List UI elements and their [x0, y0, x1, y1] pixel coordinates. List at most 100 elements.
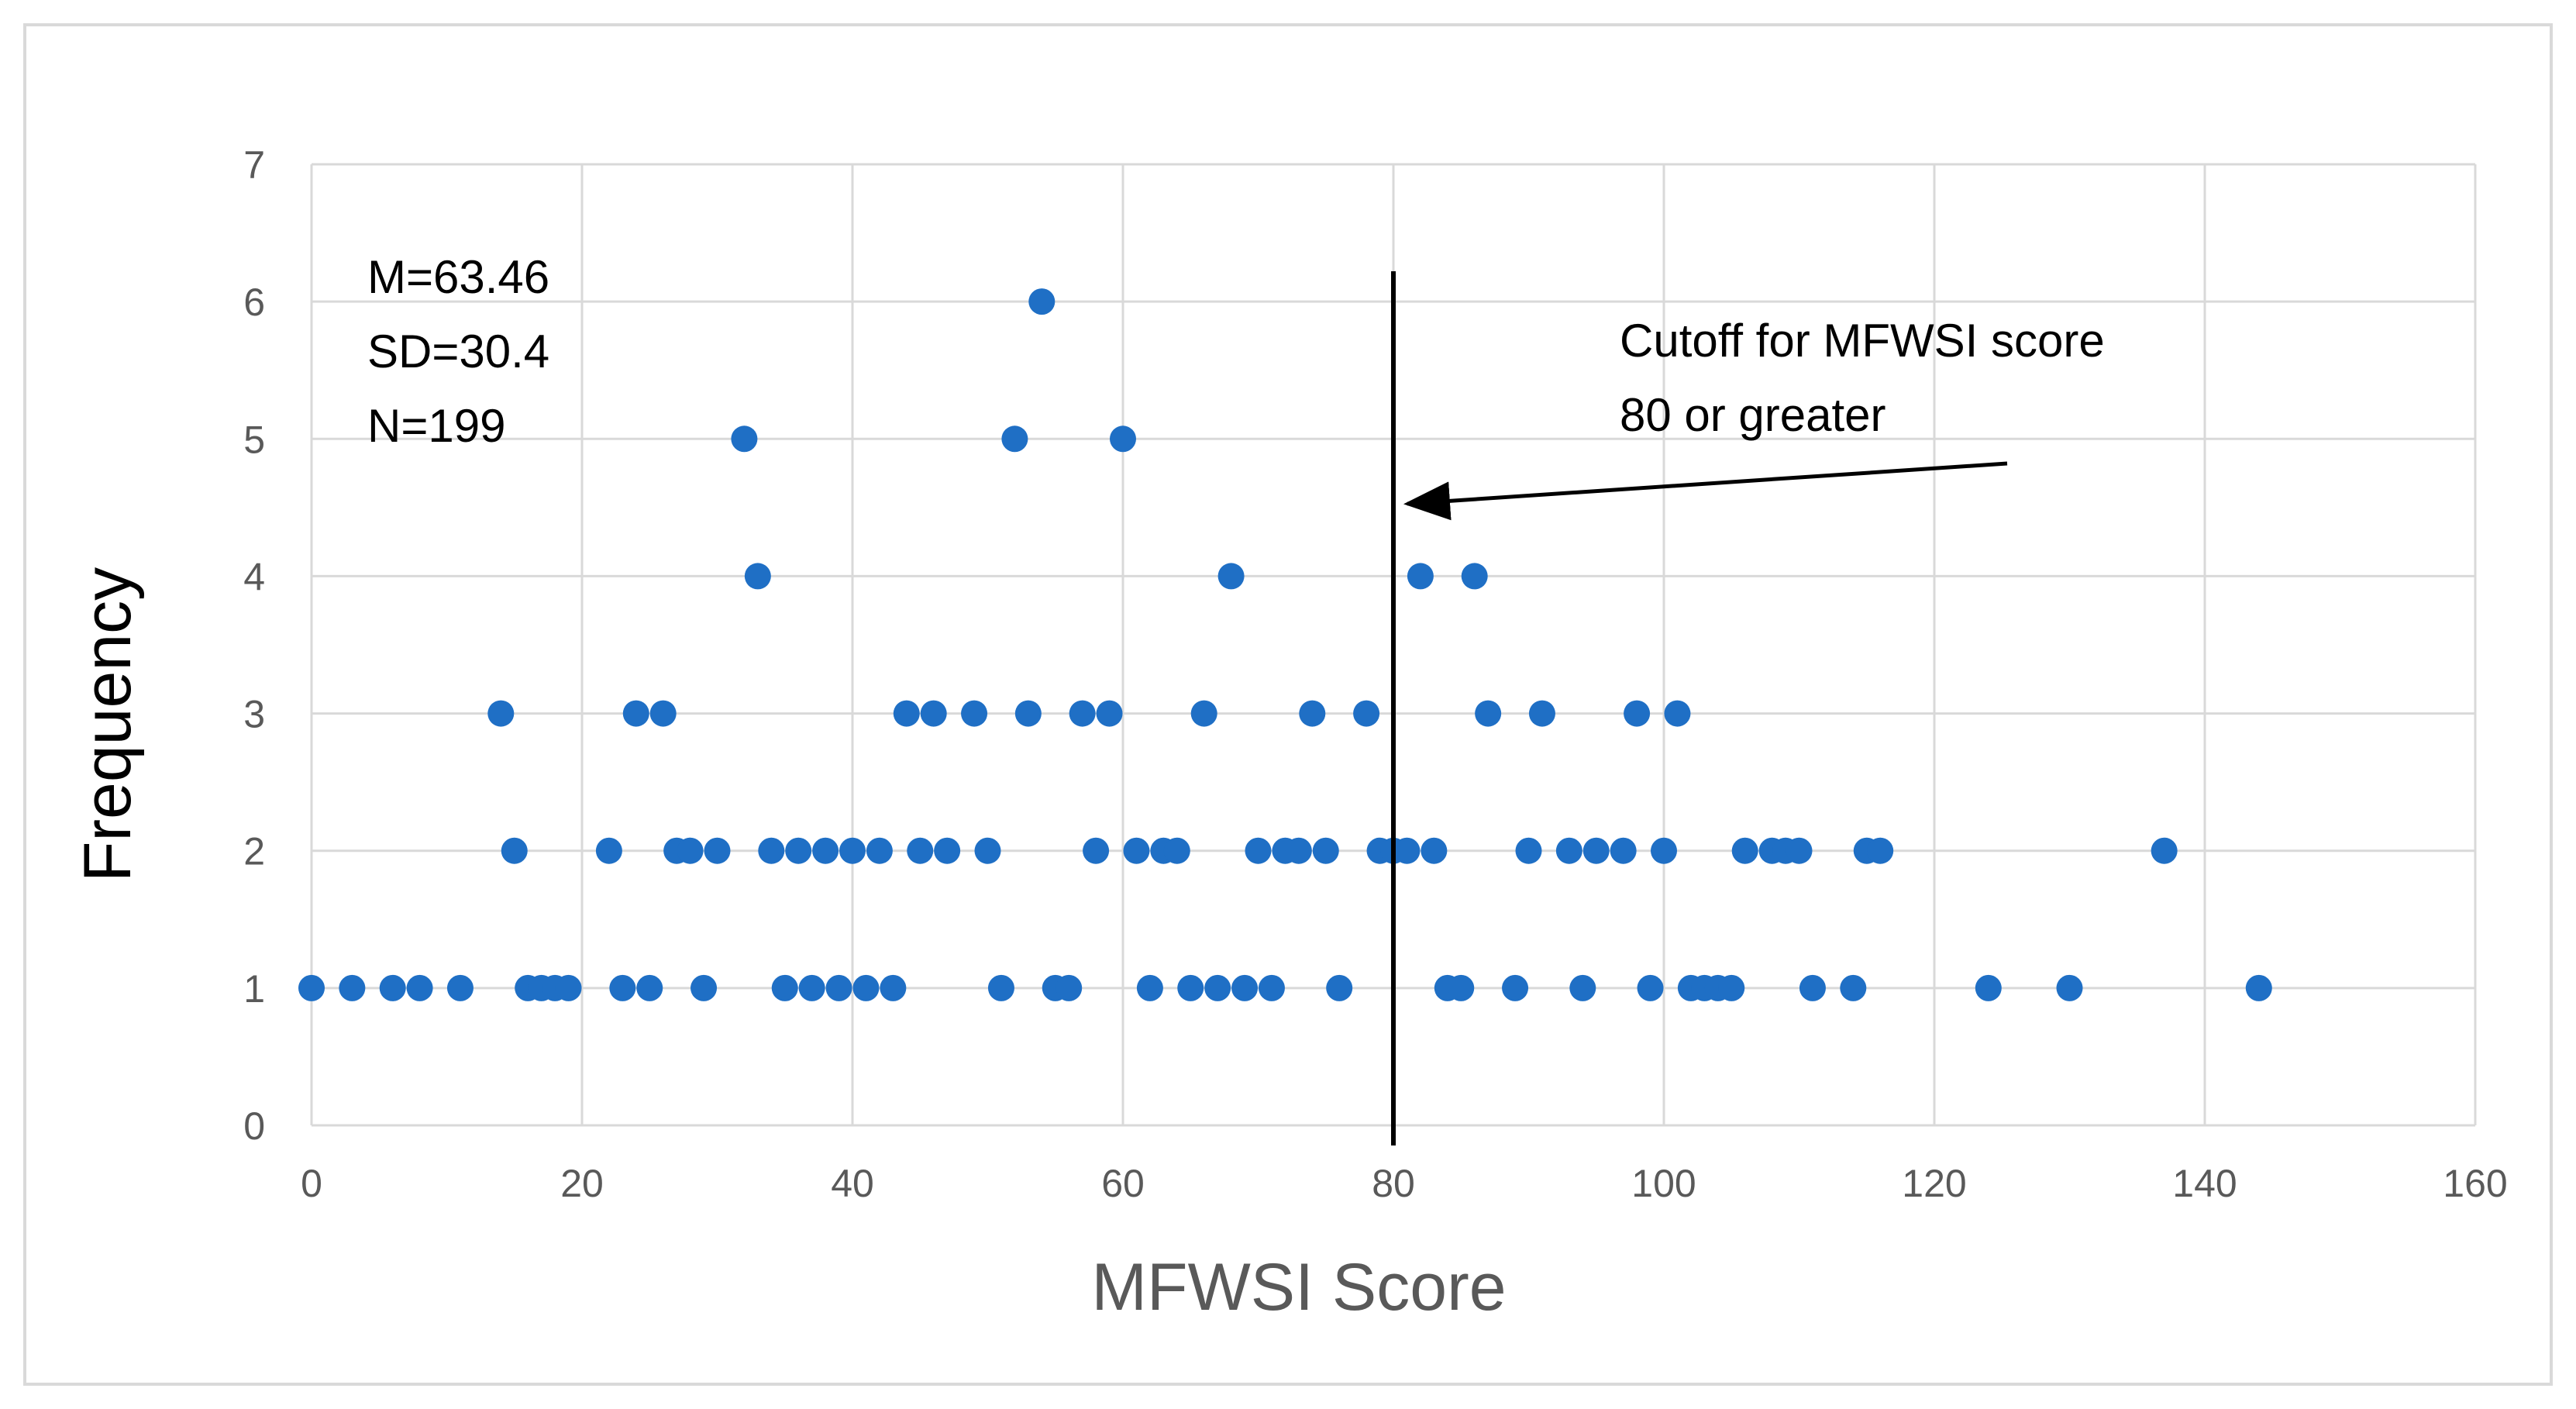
data-point — [771, 974, 798, 1001]
data-point — [1285, 837, 1312, 864]
data-point — [1786, 837, 1813, 864]
data-point — [907, 837, 934, 864]
gridlines — [310, 163, 2477, 1127]
data-point — [1502, 974, 1529, 1001]
data-point — [1136, 974, 1163, 1001]
y-tick-label: 2 — [243, 830, 265, 873]
x-tick-label: 20 — [560, 1162, 604, 1205]
data-point — [339, 974, 366, 1001]
data-point — [974, 837, 1001, 864]
data-point — [1664, 700, 1691, 727]
data-point — [758, 837, 785, 864]
data-point — [1867, 837, 1894, 864]
data-point — [798, 974, 825, 1001]
data-point — [744, 563, 771, 590]
data-point — [2245, 974, 2272, 1001]
data-point — [622, 700, 649, 727]
data-point — [690, 974, 718, 1001]
data-points — [298, 288, 2272, 1001]
y-tick-label: 3 — [243, 693, 265, 736]
data-point — [1582, 837, 1610, 864]
data-point — [731, 425, 758, 453]
data-point — [1326, 974, 1353, 1001]
cutoff-label-line-1: Cutoff for MFWSI score — [1620, 315, 2105, 367]
data-point — [1421, 837, 1448, 864]
data-point — [1028, 288, 1056, 315]
y-tick-labels: 0 1 2 3 4 5 6 7 — [243, 143, 265, 1148]
x-tick-label: 60 — [1101, 1162, 1145, 1205]
data-point — [487, 700, 515, 727]
data-point — [1975, 974, 2002, 1001]
y-axis-title: Frequency — [71, 567, 145, 882]
stats-mean: M=63.46 — [367, 251, 549, 303]
x-tick-label: 0 — [301, 1162, 322, 1205]
data-point — [987, 974, 1014, 1001]
data-point — [1312, 837, 1339, 864]
data-point — [1096, 700, 1123, 727]
data-point — [704, 837, 731, 864]
data-point — [1651, 837, 1677, 864]
data-point — [2151, 837, 2178, 864]
data-point — [1204, 974, 1231, 1001]
data-point — [1163, 837, 1190, 864]
cutoff-arrow — [1403, 461, 2008, 521]
data-point — [501, 837, 528, 864]
data-point — [920, 700, 947, 727]
data-point — [1001, 425, 1028, 453]
data-point — [1528, 700, 1555, 727]
data-point — [1014, 700, 1042, 727]
data-point — [1637, 974, 1664, 1001]
data-point — [406, 974, 433, 1001]
data-point — [1110, 425, 1136, 453]
data-point — [677, 837, 704, 864]
data-point — [1407, 563, 1434, 590]
data-point — [1245, 837, 1272, 864]
chart-frame — [23, 23, 2553, 1386]
data-point — [1190, 700, 1217, 727]
cutoff-label-line-2: 80 or greater — [1620, 389, 1886, 441]
data-point — [1353, 700, 1380, 727]
data-point — [2056, 974, 2083, 1001]
x-tick-label: 160 — [2443, 1162, 2507, 1205]
data-point — [812, 837, 839, 864]
data-point — [934, 837, 961, 864]
x-tick-label: 40 — [831, 1162, 874, 1205]
data-point — [649, 700, 677, 727]
data-point — [1177, 974, 1204, 1001]
y-tick-label: 6 — [243, 281, 265, 324]
data-point — [1569, 974, 1596, 1001]
data-point — [866, 837, 893, 864]
x-tick-label: 100 — [1631, 1162, 1696, 1205]
y-tick-label: 5 — [243, 418, 265, 461]
data-point — [1069, 700, 1096, 727]
data-point — [1393, 837, 1421, 864]
data-point — [785, 837, 812, 864]
y-tick-label: 1 — [243, 967, 265, 1011]
data-point — [1461, 563, 1488, 590]
data-point — [1231, 974, 1259, 1001]
data-point — [1515, 837, 1542, 864]
data-point — [379, 974, 406, 1001]
y-tick-label: 4 — [243, 555, 265, 598]
data-point — [609, 974, 636, 1001]
data-point — [298, 974, 325, 1001]
data-point — [446, 974, 474, 1001]
data-point — [555, 974, 582, 1001]
data-point — [1123, 837, 1150, 864]
data-point — [1555, 837, 1582, 864]
data-point — [880, 974, 907, 1001]
y-tick-label: 7 — [243, 143, 265, 187]
data-point — [852, 974, 880, 1001]
data-point — [1448, 974, 1475, 1001]
data-point — [1718, 974, 1745, 1001]
data-point — [1056, 974, 1083, 1001]
x-tick-label: 80 — [1372, 1162, 1415, 1205]
data-point — [1731, 837, 1758, 864]
x-tick-label: 120 — [1902, 1162, 1966, 1205]
stats-sd: SD=30.4 — [367, 326, 549, 377]
x-tick-label: 140 — [2172, 1162, 2237, 1205]
data-point — [1475, 700, 1502, 727]
data-point — [1299, 700, 1326, 727]
data-point — [825, 974, 852, 1001]
data-point — [1610, 837, 1637, 864]
